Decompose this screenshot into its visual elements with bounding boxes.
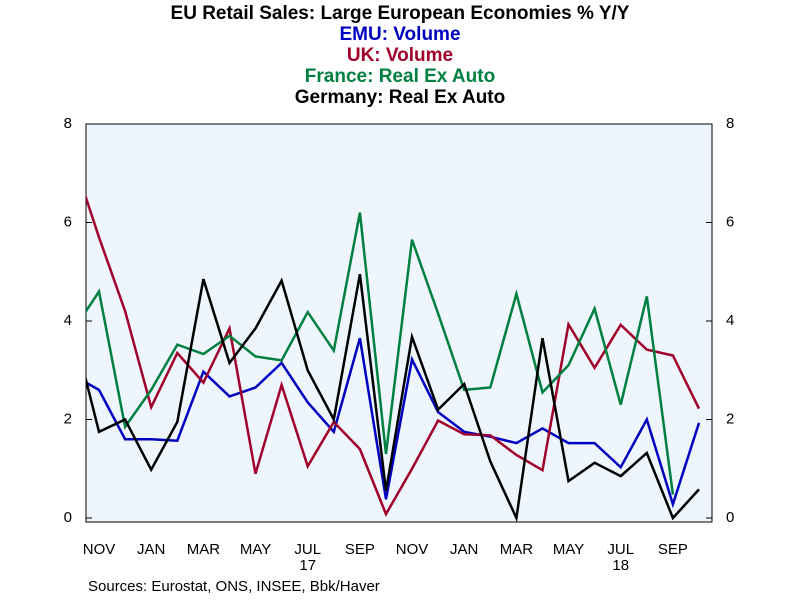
year-label: 17 xyxy=(299,557,316,574)
y-tick-label: 4 xyxy=(64,312,72,329)
series-line xyxy=(86,273,700,522)
x-tick-label: NOV xyxy=(83,541,116,558)
y2-tick-label: 6 xyxy=(726,213,734,230)
x-tick-label: JUL xyxy=(294,541,321,558)
y2-tick-label: 4 xyxy=(726,312,734,329)
source-note: Sources: Eurostat, ONS, INSEE, Bbk/Haver xyxy=(88,578,380,595)
legend-entry: Germany: Real Ex Auto xyxy=(295,87,505,108)
x-tick-label: MAR xyxy=(500,541,534,558)
x-tick-label: NOV xyxy=(396,541,429,558)
y2-tick-label: 0 xyxy=(726,509,734,526)
year-label: 18 xyxy=(612,557,629,574)
x-tick-label: MAY xyxy=(240,541,271,558)
legend-entry: UK: Volume xyxy=(347,45,453,66)
series-group xyxy=(86,193,701,522)
plot-area xyxy=(85,123,713,523)
series-line xyxy=(86,337,701,509)
x-tick-label: MAY xyxy=(553,541,584,558)
legend-entry: France: Real Ex Auto xyxy=(305,66,495,87)
legend-entry: EMU: Volume xyxy=(339,24,460,45)
y-tick-label: 8 xyxy=(64,115,72,132)
series-line xyxy=(86,212,675,495)
x-tick-label: SEP xyxy=(658,541,688,558)
y2-tick-label: 8 xyxy=(726,115,734,132)
y2-tick-label: 2 xyxy=(726,410,734,427)
chart-title: EU Retail Sales: Large European Economie… xyxy=(171,3,630,24)
series-line xyxy=(86,193,701,517)
y-tick-label: 0 xyxy=(64,509,72,526)
x-tick-label: SEP xyxy=(345,541,375,558)
y-tick-label: 2 xyxy=(64,410,72,427)
x-tick-label: JAN xyxy=(450,541,478,558)
x-tick-label: MAR xyxy=(187,541,221,558)
x-tick-label: JAN xyxy=(137,541,165,558)
y-tick-label: 6 xyxy=(64,213,72,230)
x-tick-label: JUL xyxy=(607,541,634,558)
